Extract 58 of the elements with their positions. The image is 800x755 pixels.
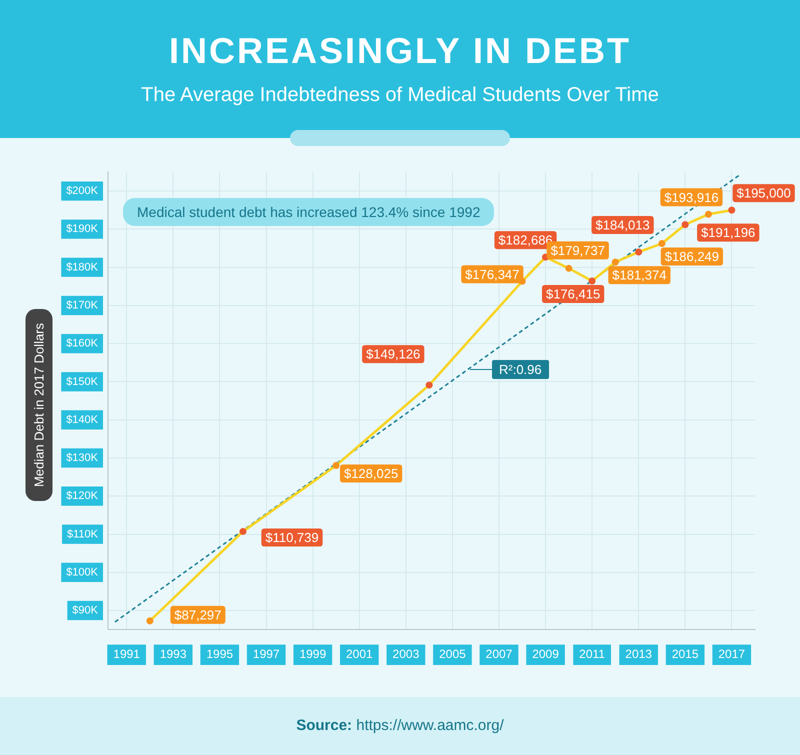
point xyxy=(239,528,246,535)
data-label: $193,916 xyxy=(664,190,719,205)
y-tick-label: $160K xyxy=(66,338,99,350)
data-label: $110,739 xyxy=(265,530,319,546)
y-tick-label: $180K xyxy=(66,261,99,274)
x-tick-label: 2001 xyxy=(346,647,374,662)
annotation: R²:0.96 xyxy=(492,360,549,379)
data-label: $176,347 xyxy=(465,266,520,282)
data-label: $191,196 xyxy=(701,225,756,240)
y-tick-label: $90K xyxy=(72,604,99,617)
x-tick-label: 1995 xyxy=(206,647,234,662)
x-tick-label: 2007 xyxy=(486,647,513,662)
x-tick-label: 1999 xyxy=(299,647,326,662)
data-label: $87,297 xyxy=(174,607,222,622)
chart-subtitle: The Average Indebtedness of Medical Students Over Time xyxy=(140,84,660,107)
point xyxy=(658,240,666,248)
data-label: $186,249 xyxy=(664,249,720,264)
data-label: $149,126 xyxy=(366,346,420,362)
data-label: $179,737 xyxy=(550,242,605,258)
point xyxy=(565,264,572,272)
data-label: $182,686 xyxy=(498,232,553,248)
y-tick-label: $200K xyxy=(66,185,99,198)
data-label: $195,000 xyxy=(736,186,791,201)
y-tick-label: $170K xyxy=(66,300,99,312)
y-tick-label: $150K xyxy=(66,376,99,388)
point xyxy=(332,462,340,470)
point xyxy=(682,221,689,228)
point xyxy=(588,278,596,285)
point xyxy=(426,382,433,389)
chart-title: INCREASINGLY IN DEBT xyxy=(168,30,632,72)
y-tick-label: $140K xyxy=(66,414,99,426)
source-note: Source: https://www.aamc.org/ xyxy=(295,717,505,734)
point xyxy=(635,248,642,256)
x-tick-label: 2013 xyxy=(625,647,652,662)
data-label: $181,374 xyxy=(612,268,666,283)
y-tick-label: $190K xyxy=(66,223,99,236)
x-tick-label: 2009 xyxy=(532,647,560,662)
x-tick-label: 2011 xyxy=(579,647,606,662)
data-label: $184,013 xyxy=(596,218,650,233)
x-tick-label: 2005 xyxy=(439,647,466,662)
x-tick-label: 2017 xyxy=(718,647,746,662)
data-label: $176,415 xyxy=(546,286,600,302)
data-label: $128,025 xyxy=(344,466,398,482)
y-tick-label: $110K xyxy=(67,528,99,540)
annotation: Medical student debt has increased 123.4% since 1992 xyxy=(123,198,494,226)
x-tick-label: 1993 xyxy=(160,647,187,662)
y-tick-label: $120K xyxy=(66,490,99,502)
point xyxy=(146,617,154,624)
y-axis-title: Median Debt in 2017 Dollars xyxy=(26,308,52,502)
point xyxy=(704,210,712,218)
y-tick-label: $130K xyxy=(66,452,99,464)
point xyxy=(612,258,619,266)
x-tick-label: 1997 xyxy=(252,647,280,662)
x-tick-label: 2003 xyxy=(392,647,420,662)
y-tick-label: $100K xyxy=(66,566,99,578)
x-tick-label: 2015 xyxy=(672,647,699,662)
point xyxy=(728,206,736,214)
x-tick-label: 1991 xyxy=(113,647,140,662)
